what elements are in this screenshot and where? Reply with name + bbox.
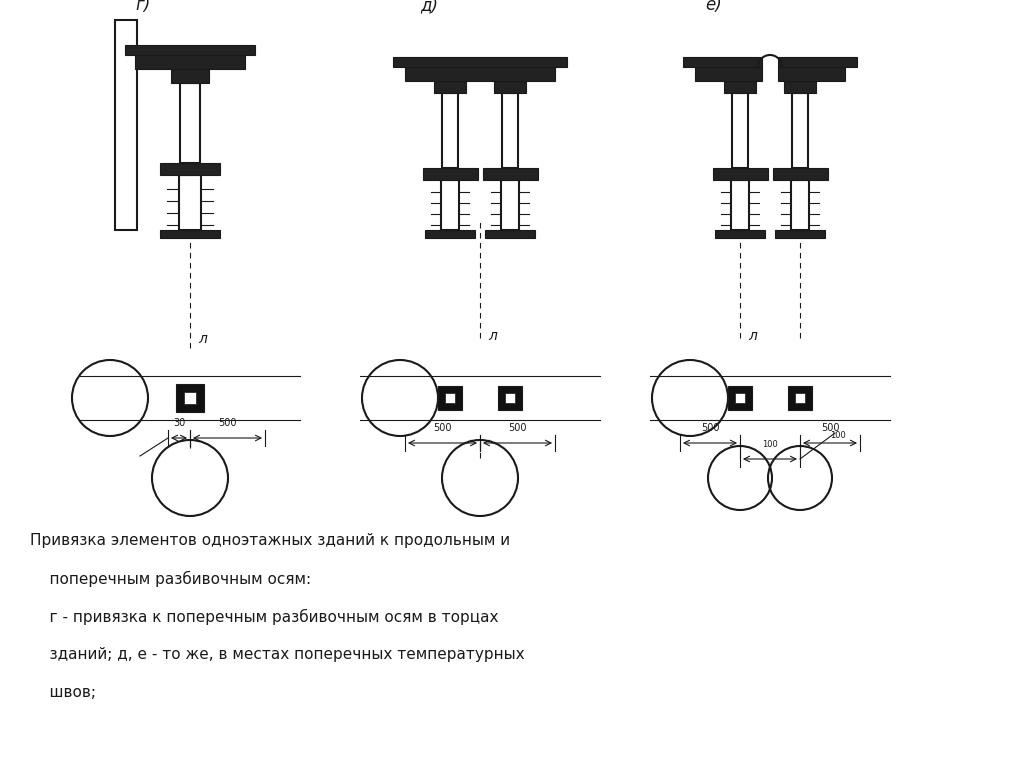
Bar bbox=[792, 93, 808, 168]
Bar bbox=[501, 180, 519, 230]
Bar bbox=[406, 67, 555, 81]
Bar bbox=[425, 230, 475, 238]
Bar bbox=[184, 392, 196, 404]
Bar bbox=[393, 57, 567, 67]
Text: Привязка элементов одноэтажных зданий к продольным и: Привязка элементов одноэтажных зданий к … bbox=[30, 533, 510, 548]
Bar bbox=[442, 93, 458, 168]
Text: е): е) bbox=[705, 0, 722, 14]
Bar bbox=[482, 168, 538, 180]
Bar bbox=[505, 393, 515, 402]
Bar bbox=[171, 69, 209, 83]
Bar bbox=[724, 81, 756, 93]
Bar bbox=[498, 386, 522, 410]
Bar bbox=[494, 81, 526, 93]
Text: 30: 30 bbox=[173, 418, 185, 428]
Bar bbox=[778, 57, 857, 67]
Bar bbox=[180, 83, 200, 163]
Text: 500: 500 bbox=[218, 418, 237, 428]
Bar bbox=[695, 67, 762, 81]
Bar bbox=[683, 57, 762, 67]
Bar bbox=[160, 230, 220, 238]
Bar bbox=[179, 175, 201, 230]
Bar bbox=[438, 386, 462, 410]
Bar bbox=[135, 55, 245, 69]
Bar bbox=[445, 393, 455, 402]
Bar bbox=[715, 230, 765, 238]
Bar bbox=[434, 81, 466, 93]
Text: поперечным разбивочным осям:: поперечным разбивочным осям: bbox=[30, 571, 311, 588]
Text: 500: 500 bbox=[433, 423, 452, 433]
Bar bbox=[772, 168, 827, 180]
Bar bbox=[784, 81, 816, 93]
Bar bbox=[713, 168, 768, 180]
Text: 500: 500 bbox=[821, 423, 840, 433]
Text: 500: 500 bbox=[508, 423, 526, 433]
Bar bbox=[115, 20, 137, 230]
Text: л: л bbox=[488, 329, 497, 343]
Bar bbox=[125, 45, 255, 55]
Text: л: л bbox=[198, 332, 207, 346]
Text: швов;: швов; bbox=[30, 685, 96, 700]
Bar bbox=[176, 384, 204, 412]
Bar bbox=[485, 230, 535, 238]
Bar bbox=[775, 230, 825, 238]
Text: 500: 500 bbox=[700, 423, 719, 433]
Bar bbox=[796, 393, 805, 402]
Text: 100: 100 bbox=[762, 440, 778, 449]
Bar bbox=[735, 393, 744, 402]
Bar bbox=[731, 180, 749, 230]
Text: л: л bbox=[748, 329, 757, 343]
Text: зданий; д, е - то же, в местах поперечных температурных: зданий; д, е - то же, в местах поперечны… bbox=[30, 647, 524, 662]
Bar bbox=[778, 67, 845, 81]
Bar bbox=[423, 168, 477, 180]
Bar bbox=[791, 180, 809, 230]
Text: д): д) bbox=[420, 0, 438, 14]
Bar bbox=[788, 386, 812, 410]
Bar bbox=[441, 180, 459, 230]
Bar bbox=[728, 386, 752, 410]
Text: г): г) bbox=[135, 0, 151, 14]
Text: 100: 100 bbox=[830, 431, 846, 440]
Text: г - привязка к поперечным разбивочным осям в торцах: г - привязка к поперечным разбивочным ос… bbox=[30, 609, 499, 625]
Bar bbox=[732, 93, 748, 168]
Bar bbox=[160, 163, 220, 175]
Bar bbox=[502, 93, 518, 168]
